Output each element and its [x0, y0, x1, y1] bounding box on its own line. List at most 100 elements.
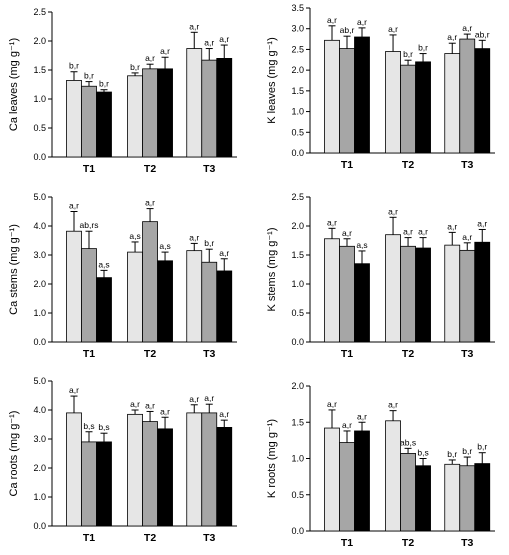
bar [66, 230, 82, 343]
y-tick-label: 1.0 [291, 279, 304, 289]
x-tick-label: T2 [144, 348, 156, 360]
significance-label: a,r [130, 399, 140, 409]
bar [216, 58, 233, 158]
bar [157, 260, 173, 343]
bar [216, 426, 233, 527]
significance-label: a,r [462, 23, 472, 33]
y-axis-title: K leaves (mg g⁻¹) [266, 37, 278, 124]
significance-label: a,r [342, 420, 352, 430]
significance-label: a,r [189, 394, 199, 404]
significance-label: a,r [388, 400, 398, 410]
y-tick-label: 2.5 [291, 192, 304, 202]
significance-label: b,r [130, 62, 140, 72]
significance-label: a,r [160, 406, 170, 416]
significance-label: b,r [204, 238, 214, 248]
bar [142, 68, 158, 158]
significance-label: a,r [160, 46, 170, 56]
y-tick-label: 1.0 [33, 492, 46, 502]
bar [81, 248, 97, 343]
chart-panel-3: 0.0 1.0 2.0 3.0 4.0 5.0 Ca stems (mg g⁻¹) T1 a,r… [8, 192, 237, 360]
significance-label: b,r [418, 43, 428, 53]
bar [127, 75, 143, 158]
y-tick-label: 5.0 [33, 192, 46, 202]
significance-label: a,r [327, 15, 337, 25]
significance-label: a,r [69, 385, 79, 395]
bar [142, 221, 158, 343]
bar [415, 247, 431, 343]
bar [354, 430, 370, 532]
significance-label: a,r [477, 218, 487, 228]
y-axis-title: K stems (mg g⁻¹) [266, 227, 278, 311]
x-tick-label: T2 [144, 163, 156, 175]
significance-label: a,r [219, 409, 229, 419]
bar [444, 244, 461, 343]
x-tick-label: T1 [341, 348, 353, 360]
bar [201, 59, 218, 158]
x-tick-label: T2 [402, 348, 414, 360]
y-tick-label: 0.5 [291, 127, 304, 137]
chart-panel-6: 0.0 0.5 1.0 1.5 2.0 K roots (mg g⁻¹) T1 a,r a,r a… [266, 381, 495, 549]
significance-label: a,r [357, 411, 367, 421]
bar [354, 36, 370, 154]
significance-label: a,r [388, 206, 398, 216]
y-tick-label: 4.0 [33, 221, 46, 231]
significance-label: a,s [129, 231, 140, 241]
y-tick-label: 3.5 [291, 3, 304, 13]
bar [81, 441, 97, 527]
significance-label: b,r [477, 442, 487, 452]
y-tick-label: 2.5 [33, 7, 46, 17]
significance-label: a,r [145, 198, 155, 208]
bar [157, 68, 173, 158]
y-tick-label: 3.0 [33, 434, 46, 444]
bar [186, 250, 203, 343]
significance-label: a,r [403, 227, 413, 237]
y-axis-title: Ca roots (mg g⁻¹) [8, 411, 20, 497]
significance-label: a,r [219, 34, 229, 44]
significance-label: ab,r [475, 29, 490, 39]
bar [186, 48, 203, 158]
y-tick-label: 0.5 [291, 308, 304, 318]
bar [96, 91, 112, 158]
x-tick-label: T1 [83, 348, 95, 360]
bar [127, 251, 143, 343]
bar [157, 428, 173, 527]
significance-label: a,r [327, 217, 337, 227]
significance-label: b,r [462, 446, 472, 456]
y-tick-label: 0.0 [291, 148, 304, 158]
x-tick-label: T3 [203, 532, 215, 544]
y-tick-label: 2.5 [291, 44, 304, 54]
bar [127, 413, 143, 527]
bar [444, 53, 461, 154]
bar [96, 441, 112, 527]
significance-label: a,r [462, 232, 472, 242]
bar [385, 234, 401, 343]
bar [339, 442, 355, 532]
bar [459, 465, 476, 532]
significance-label: b,s [98, 422, 109, 432]
significance-label: a,r [342, 228, 352, 238]
y-tick-label: 2.0 [33, 463, 46, 473]
bar [324, 238, 340, 343]
bar [216, 270, 233, 343]
y-tick-label: 0.0 [33, 152, 46, 162]
bar [400, 245, 416, 343]
bar [385, 420, 401, 532]
y-tick-label: 1.5 [291, 417, 304, 427]
significance-label: a,r [69, 201, 79, 211]
significance-label: a,r [357, 17, 367, 27]
significance-label: a,s [98, 259, 109, 269]
bar [400, 453, 416, 532]
x-tick-label: T1 [341, 159, 353, 171]
bar [339, 48, 355, 154]
bar [201, 261, 218, 343]
x-tick-label: T3 [461, 348, 473, 360]
y-tick-label: 4.0 [33, 405, 46, 415]
y-tick-label: 0.0 [291, 526, 304, 536]
significance-label: a,r [388, 24, 398, 34]
y-tick-label: 2.0 [291, 221, 304, 231]
x-tick-label: T3 [203, 163, 215, 175]
x-tick-label: T3 [203, 348, 215, 360]
significance-label: a,r [447, 32, 457, 42]
